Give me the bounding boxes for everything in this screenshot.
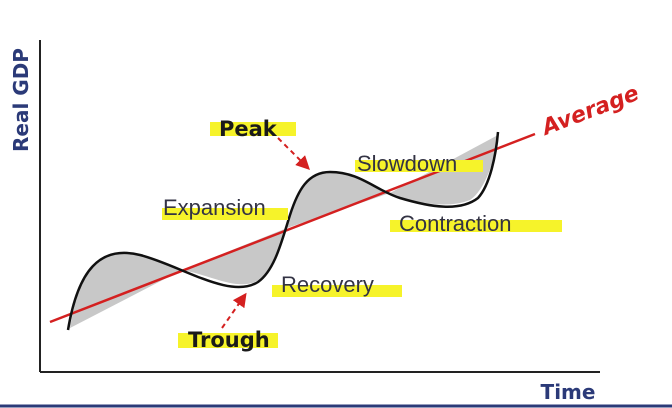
expansion-label: Expansion [163, 195, 266, 220]
shaded-region-peak [287, 172, 390, 228]
business-cycle-curve [66, 131, 500, 331]
peak-label: Peak [219, 117, 278, 141]
slowdown-label: Slowdown [357, 151, 457, 176]
average-label: Average [537, 81, 643, 141]
slowdown-highlight [355, 160, 483, 172]
expansion-highlight [162, 208, 288, 220]
shaded-region-trough [70, 252, 182, 328]
trough-highlight [178, 333, 278, 348]
x-axis-label: Time [541, 380, 596, 404]
contraction-label: Contraction [399, 211, 512, 236]
contraction-highlight [390, 220, 562, 232]
trough-arrow [221, 292, 247, 329]
trough-label: Trough [188, 328, 270, 352]
recovery-label: Recovery [281, 272, 374, 297]
peak-highlight [210, 122, 296, 136]
peak-arrow [277, 137, 310, 170]
shaded-region-trough-2 [182, 228, 287, 285]
recovery-highlight [272, 285, 402, 297]
y-axis-label: Real GDP [9, 48, 33, 152]
